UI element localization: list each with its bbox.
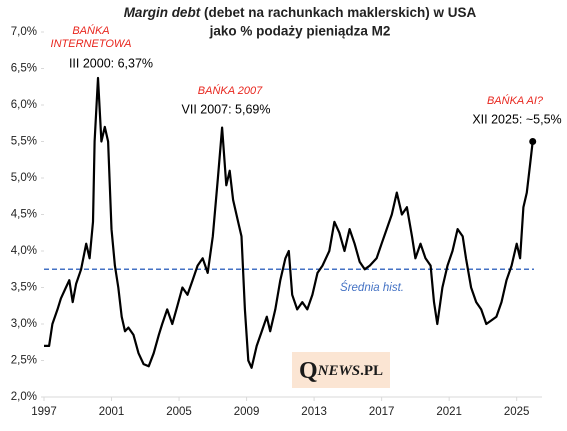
x-tick-label: 2005: [166, 406, 192, 418]
logo-pl: .PL: [360, 363, 383, 379]
y-tick-label: 2,5%: [11, 355, 37, 367]
logo-box: [292, 352, 390, 388]
y-tick-label: 5,5%: [11, 136, 37, 148]
y-tick-label: 4,5%: [11, 209, 37, 221]
x-tick-label: 1997: [31, 406, 57, 418]
chart-subtitle: jako % podaży pieniądza M2: [209, 24, 391, 39]
x-tick-label: 2009: [234, 406, 260, 418]
annotation: VII 2007: 5,69%: [182, 102, 271, 116]
mean-label: Średnia hist.: [340, 281, 404, 294]
x-tick-label: 2013: [301, 406, 327, 418]
annotation: BAŃKA AI?: [487, 94, 544, 107]
annotation: III 2000: 6,37%: [69, 56, 153, 70]
y-tick-label: 5,0%: [11, 172, 37, 184]
x-tick-label: 2001: [99, 406, 125, 418]
annotation: BAŃKA 2007: [198, 84, 263, 97]
y-tick-label: 6,5%: [11, 63, 37, 75]
end-marker: [529, 138, 537, 145]
logo: QNEWS.PL: [299, 358, 383, 384]
y-tick-label: 3,5%: [11, 282, 37, 294]
x-tick-label: 2017: [369, 406, 395, 418]
logo-news: NEWS: [317, 363, 361, 379]
annotation: BAŃKA: [72, 24, 109, 37]
title-rest: (debet na rachunkach maklerskich) w USA: [204, 5, 477, 20]
annotation: INTERNETOWA: [51, 38, 132, 50]
series-line: [44, 76, 534, 369]
y-tick-label: 2,0%: [11, 391, 37, 403]
y-tick-label: 7,0%: [11, 26, 37, 38]
title-emphasis: Margin debt: [124, 5, 201, 20]
y-tick-label: 4,0%: [11, 245, 37, 257]
y-tick-label: 6,0%: [11, 99, 37, 111]
x-tick-label: 2025: [504, 406, 530, 418]
chart-title: Margin debt (debet na rachunkach maklers…: [124, 5, 477, 20]
x-tick-label: 2021: [436, 406, 462, 418]
y-tick-label: 3,0%: [11, 318, 37, 330]
logo-q: Q: [299, 358, 318, 384]
annotation: XII 2025: ~5,5%: [472, 112, 561, 126]
